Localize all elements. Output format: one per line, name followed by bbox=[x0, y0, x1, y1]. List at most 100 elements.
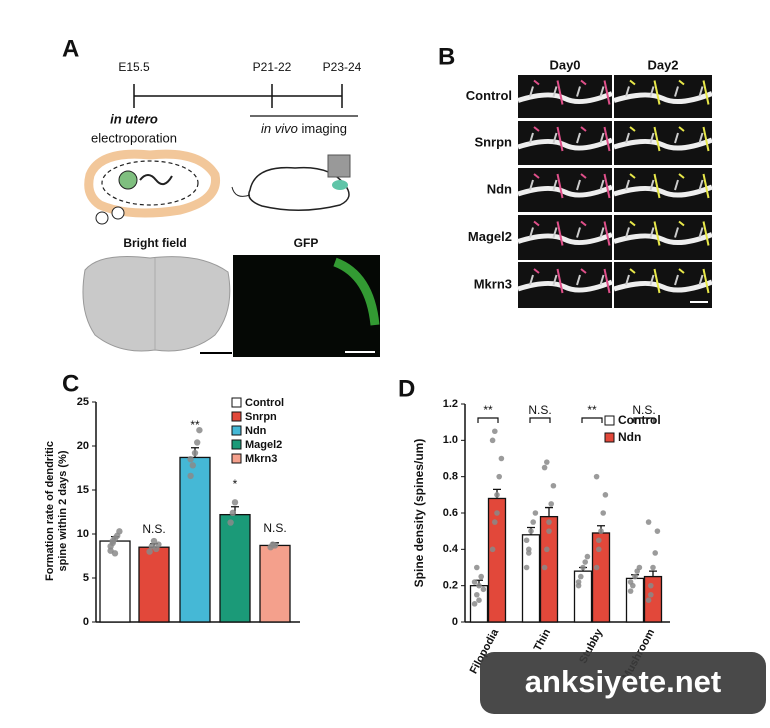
bar bbox=[219, 513, 251, 623]
label-part: imaging bbox=[298, 121, 347, 136]
data-point bbox=[476, 582, 482, 589]
timepoint: E15.5 bbox=[118, 60, 150, 74]
y-tick-label: 15 bbox=[77, 484, 89, 496]
y-tick-label: 1.0 bbox=[443, 434, 458, 446]
legend-swatch bbox=[231, 439, 242, 450]
gfp-image bbox=[233, 255, 380, 357]
spine bbox=[552, 227, 558, 238]
data-point bbox=[575, 579, 582, 585]
bracket bbox=[633, 417, 655, 423]
data-point bbox=[227, 519, 234, 526]
spine bbox=[552, 132, 558, 144]
dendrite bbox=[613, 137, 713, 151]
y-tick-label: 0.6 bbox=[443, 507, 458, 519]
data-point bbox=[652, 550, 658, 556]
arrow bbox=[702, 126, 710, 152]
bar bbox=[138, 546, 170, 623]
data-point bbox=[523, 564, 530, 571]
data-point bbox=[489, 546, 496, 553]
label-part: in vivo bbox=[261, 121, 298, 136]
spine bbox=[625, 274, 630, 286]
data-point bbox=[645, 597, 652, 603]
spine bbox=[529, 179, 534, 191]
bright-field-image bbox=[82, 256, 231, 352]
arrow bbox=[533, 173, 540, 179]
data-point bbox=[584, 553, 591, 560]
arrow bbox=[629, 126, 636, 132]
data-point bbox=[546, 528, 552, 534]
data-point bbox=[107, 543, 114, 550]
y-tick-label: 0 bbox=[452, 616, 458, 628]
legend-label: Snrpn bbox=[245, 411, 277, 423]
y-tick-label: 25 bbox=[77, 396, 89, 408]
arrow bbox=[603, 173, 611, 199]
data-point bbox=[111, 550, 119, 557]
column-label: Day0 bbox=[549, 57, 580, 72]
significance: ** bbox=[190, 418, 200, 432]
dendrite bbox=[517, 184, 613, 198]
data-point bbox=[654, 528, 661, 534]
embryo bbox=[101, 160, 199, 206]
arrow bbox=[678, 220, 685, 227]
bracket bbox=[529, 417, 551, 423]
arrow bbox=[678, 79, 685, 86]
arrow bbox=[533, 220, 540, 227]
dendrite bbox=[613, 184, 713, 198]
arrow bbox=[653, 80, 661, 105]
spine bbox=[599, 227, 605, 238]
data-point bbox=[582, 559, 588, 565]
spine bbox=[674, 227, 679, 238]
data-point bbox=[541, 464, 548, 471]
spine bbox=[625, 179, 630, 191]
spine bbox=[649, 132, 655, 144]
dendrite bbox=[517, 232, 613, 246]
bar bbox=[259, 544, 291, 623]
data-point bbox=[116, 528, 123, 535]
legend-label: Control bbox=[618, 413, 661, 427]
arrow bbox=[533, 126, 540, 132]
significance: N.S. bbox=[632, 403, 655, 417]
legend-label: Ndn bbox=[618, 430, 641, 444]
arrow bbox=[556, 173, 564, 199]
arrow bbox=[629, 79, 636, 86]
data-point bbox=[194, 439, 201, 446]
legend-swatch bbox=[231, 411, 242, 422]
data-point bbox=[602, 492, 609, 498]
error-bar bbox=[649, 570, 657, 577]
arrow bbox=[653, 126, 661, 152]
data-point bbox=[600, 510, 606, 516]
spine bbox=[529, 132, 534, 144]
arrow bbox=[678, 173, 685, 179]
data-point bbox=[492, 428, 498, 435]
spine bbox=[625, 227, 630, 238]
significance: N.S. bbox=[263, 521, 286, 535]
data-point bbox=[645, 519, 652, 525]
data-point bbox=[546, 519, 552, 525]
legend-label: Magel2 bbox=[245, 439, 282, 451]
data-point bbox=[627, 588, 634, 594]
data-point bbox=[650, 564, 656, 571]
spine bbox=[599, 132, 605, 144]
arrow bbox=[702, 268, 710, 294]
charts: 0 5 10 15 20 25 Formation rate of dendritic spi… bbox=[44, 396, 670, 682]
panel-letter: D bbox=[398, 375, 415, 402]
timepoint: P23-24 bbox=[323, 60, 362, 74]
data-point bbox=[150, 537, 158, 545]
data-point bbox=[596, 546, 602, 553]
spine bbox=[698, 132, 704, 144]
arrow bbox=[603, 126, 611, 152]
y-axis-label: Spine density (spines/um) bbox=[412, 439, 426, 588]
arrow bbox=[653, 221, 661, 246]
arrow bbox=[603, 221, 611, 246]
legend-swatch bbox=[604, 432, 615, 443]
arrow bbox=[702, 221, 710, 246]
spine bbox=[599, 179, 605, 191]
panel-letter: A bbox=[62, 35, 79, 62]
dendrite bbox=[517, 91, 613, 105]
panel-letter: C bbox=[62, 370, 79, 397]
arrow bbox=[580, 126, 587, 132]
spine bbox=[649, 227, 655, 238]
significance: ** bbox=[483, 403, 493, 417]
window bbox=[332, 180, 348, 190]
legend-label: Mkrn3 bbox=[245, 453, 277, 465]
